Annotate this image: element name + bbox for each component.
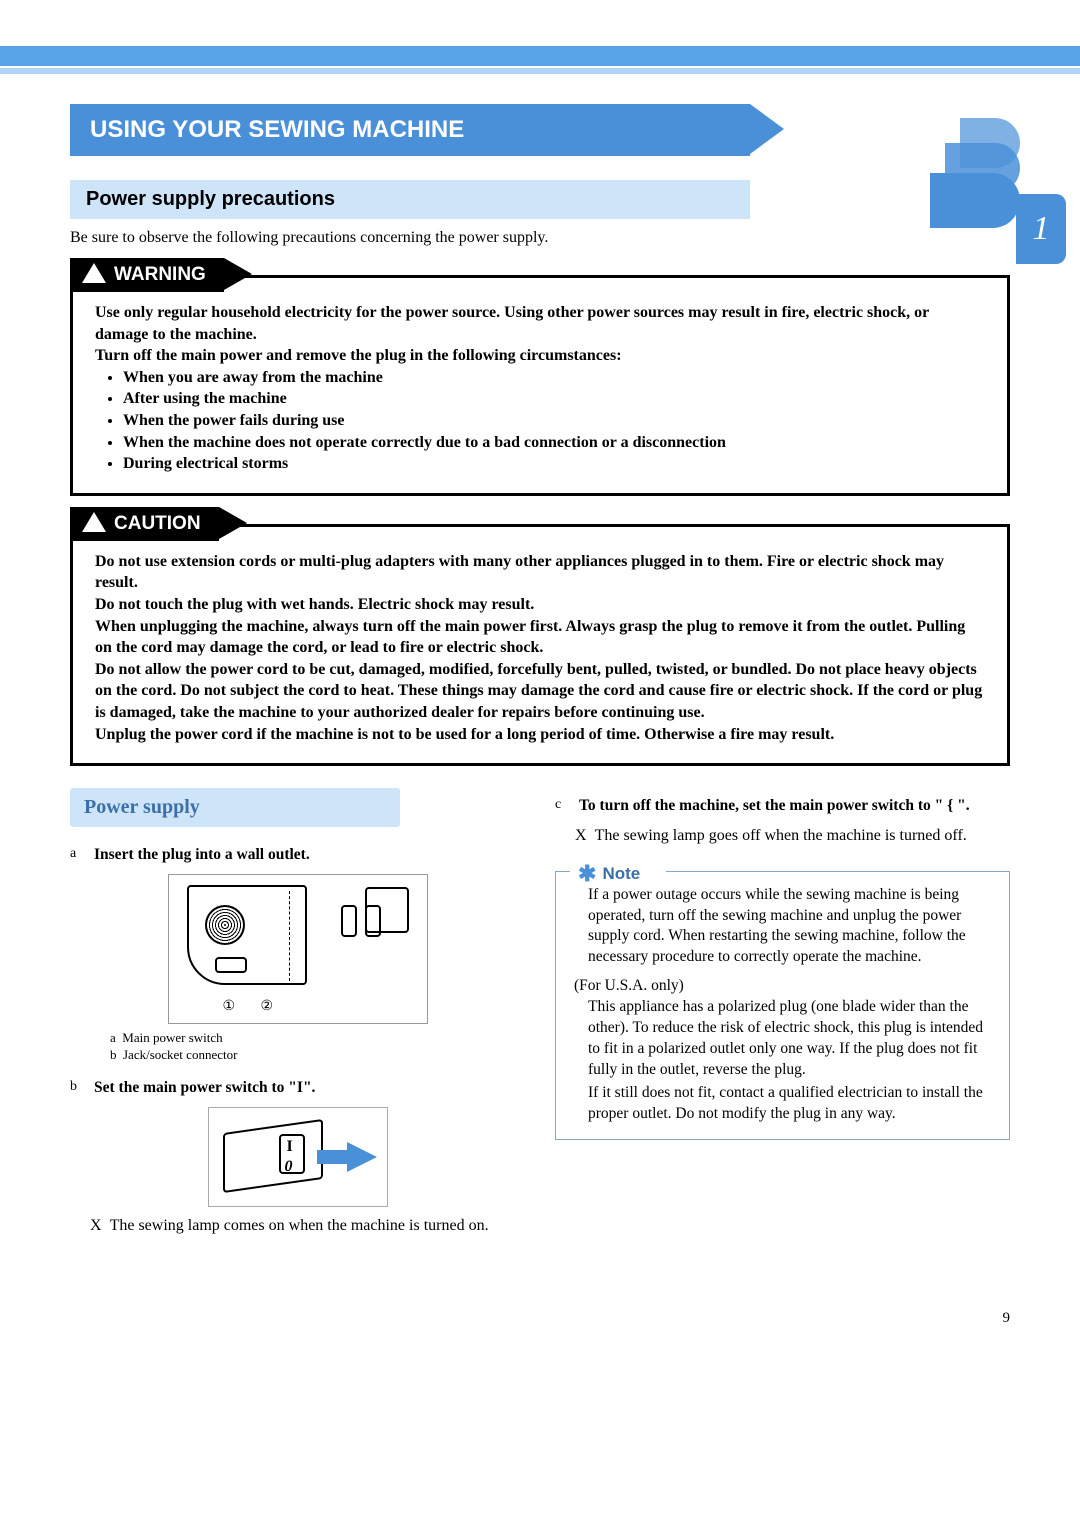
caution-p2: Do not touch the plug with wet hands. El… [95, 594, 985, 616]
chapter-tab-number: 1 [1016, 194, 1066, 264]
intro-text: Be sure to observe the following precaut… [70, 229, 1010, 247]
top-margin [0, 0, 1080, 40]
caution-box: CAUTION Do not use extension cords or mu… [70, 524, 1010, 766]
switch-diagram: I 0 [208, 1107, 388, 1207]
legend-key: b [110, 1047, 117, 1062]
two-column-region: Power supply a Insert the plug into a wa… [70, 788, 1010, 1250]
step-b-result: X The sewing lamp comes on when the mach… [90, 1215, 525, 1237]
note-p3: If it still does not fit, contact a qual… [588, 1083, 991, 1125]
caution-p3: When unplugging the machine, always turn… [95, 616, 985, 659]
step-b-text: Set the main power switch to "I". [94, 1078, 525, 1099]
arrow-icon [317, 1142, 377, 1172]
warning-bullet: When the power fails during use [123, 410, 985, 432]
caution-p4: Do not allow the power cord to be cut, d… [95, 659, 985, 724]
legend-val: Jack/socket connector [123, 1047, 237, 1062]
result-prefix: X [90, 1215, 102, 1237]
warning-p2: Turn off the main power and remove the p… [95, 345, 985, 367]
caution-body: Do not use extension cords or multi-plug… [95, 551, 985, 745]
caution-p5: Unplug the power cord if the machine is … [95, 724, 985, 746]
note-usa: (For U.S.A. only) [574, 976, 991, 997]
decorative-tabs [930, 118, 1020, 218]
step-c: c To turn off the machine, set the main … [555, 796, 1010, 817]
result-prefix: X [575, 825, 587, 847]
step-marker-letter: b [70, 1078, 84, 1097]
left-column: Power supply a Insert the plug into a wa… [70, 788, 525, 1250]
step-marker-letter: c [555, 796, 569, 815]
warning-p1: Use only regular household electricity f… [95, 302, 985, 345]
circle-2: ② [261, 998, 274, 1017]
step-a-text: Insert the plug into a wall outlet. [94, 845, 525, 866]
header-strip [0, 46, 1080, 66]
result-text: The sewing lamp goes off when the machin… [595, 825, 967, 847]
circle-1: ① [223, 998, 236, 1017]
warning-bullet: During electrical storms [123, 453, 985, 475]
step-marker-letter: a [70, 845, 84, 864]
diagram-legend: a Main power switch b Jack/socket connec… [110, 1030, 525, 1064]
warning-bullet: After using the machine [123, 388, 985, 410]
warning-body: Use only regular household electricity f… [95, 302, 985, 475]
chapter-title: USING YOUR SEWING MACHINE [70, 104, 750, 156]
step-a: a Insert the plug into a wall outlet. [70, 845, 525, 866]
note-p1: If a power outage occurs while the sewin… [588, 885, 991, 969]
page-number: 9 [0, 1310, 1010, 1327]
step-b: b Set the main power switch to "I". [70, 1078, 525, 1099]
legend-key: a [110, 1030, 116, 1045]
caution-p1: Do not use extension cords or multi-plug… [95, 551, 985, 594]
right-column: c To turn off the machine, set the main … [555, 788, 1010, 1250]
warning-box: WARNING Use only regular household elect… [70, 275, 1010, 496]
plug-diagram: ① ② [168, 874, 428, 1024]
note-box: Note If a power outage occurs while the … [555, 871, 1010, 1140]
warning-label: WARNING [70, 258, 224, 292]
warning-list: When you are away from the machine After… [123, 367, 985, 475]
note-p2: This appliance has a polarized plug (one… [588, 997, 991, 1081]
section-title: Power supply precautions [70, 180, 750, 219]
step-c-text: To turn off the machine, set the main po… [579, 796, 1010, 817]
note-label: Note [570, 859, 648, 889]
result-text: The sewing lamp comes on when the machin… [110, 1215, 489, 1237]
legend-val: Main power switch [122, 1030, 222, 1045]
warning-bullet: When you are away from the machine [123, 367, 985, 389]
warning-bullet: When the machine does not operate correc… [123, 432, 985, 454]
power-supply-heading: Power supply [70, 788, 400, 827]
caution-label: CAUTION [70, 507, 219, 541]
page-content: 1 USING YOUR SEWING MACHINE Power supply… [0, 74, 1080, 1270]
step-c-result: X The sewing lamp goes off when the mach… [575, 825, 1010, 847]
